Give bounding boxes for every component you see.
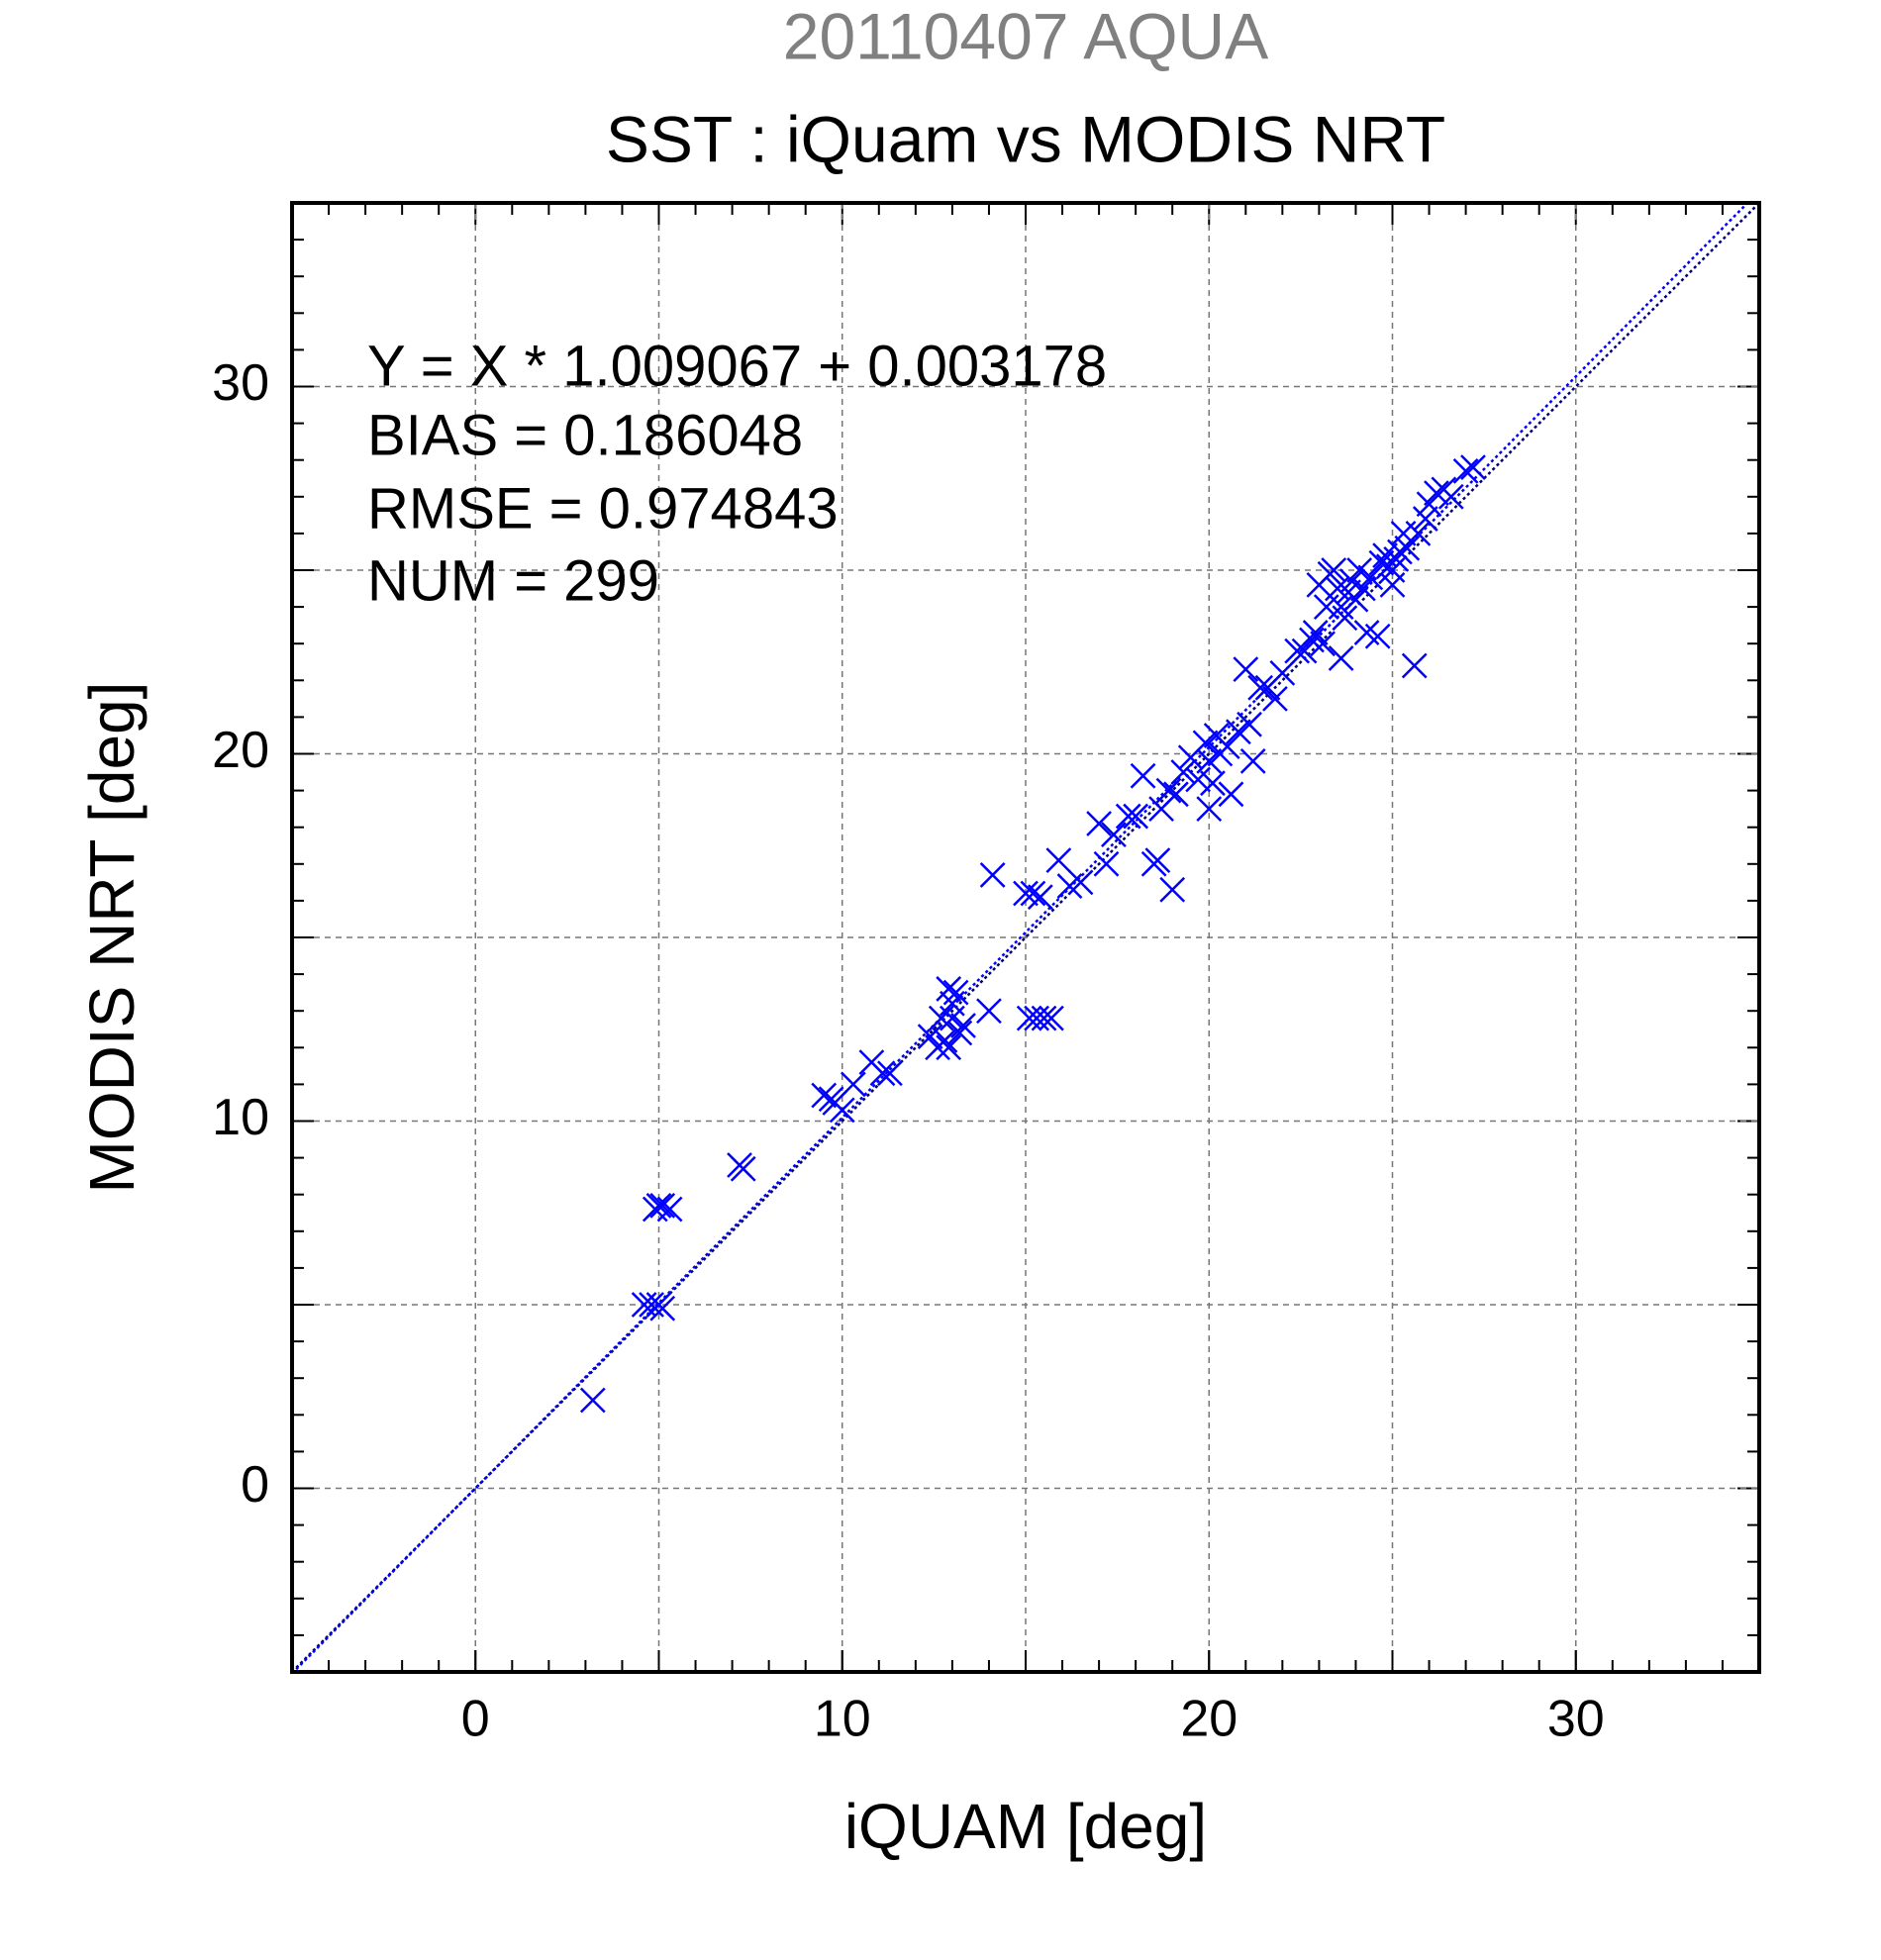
- point: [979, 862, 1006, 888]
- point: [1045, 847, 1072, 873]
- point: [1115, 803, 1141, 830]
- point: [811, 1082, 838, 1109]
- point: [1214, 734, 1240, 759]
- point: [869, 1060, 896, 1087]
- y-tick-label: 20: [212, 722, 269, 779]
- point: [1372, 542, 1398, 569]
- point: [936, 976, 962, 1002]
- point: [1262, 685, 1288, 712]
- point: [1144, 847, 1171, 873]
- point: [1401, 652, 1428, 679]
- point: [950, 1013, 976, 1038]
- point: [1067, 869, 1094, 896]
- point: [649, 1295, 676, 1322]
- point: [1291, 637, 1318, 664]
- x-tick-label: 20: [1180, 1691, 1238, 1748]
- point: [1394, 535, 1421, 561]
- point: [1196, 748, 1223, 774]
- point: [976, 998, 1002, 1025]
- point: [1452, 457, 1479, 484]
- point: [1328, 645, 1354, 671]
- point: [1349, 575, 1376, 602]
- point: [928, 1005, 954, 1031]
- point: [1239, 748, 1266, 774]
- point: [946, 1020, 973, 1046]
- point: [1093, 850, 1120, 877]
- x-tick-label: 10: [814, 1691, 871, 1748]
- point: [1013, 880, 1039, 907]
- point: [1269, 659, 1296, 686]
- point: [1424, 480, 1449, 506]
- point: [579, 1387, 606, 1414]
- point: [940, 1005, 965, 1031]
- point: [1039, 1005, 1064, 1031]
- point: [1101, 822, 1127, 848]
- chart-subtitle: SST : iQuam vs MODIS NRT: [606, 102, 1445, 175]
- point: [1170, 759, 1197, 785]
- y-tick-label: 0: [241, 1456, 269, 1514]
- point: [1310, 631, 1336, 657]
- y-tick-label: 10: [212, 1089, 269, 1146]
- annotation: BIAS = 0.186048: [367, 403, 803, 467]
- point: [1460, 454, 1486, 481]
- x-axis-label: iQUAM [deg]: [844, 1791, 1207, 1862]
- annotation: Y = X * 1.009067 + 0.003178: [367, 334, 1107, 398]
- point: [1159, 876, 1186, 903]
- point: [1313, 594, 1339, 620]
- point: [1379, 557, 1406, 583]
- point: [1302, 620, 1329, 645]
- point: [1237, 711, 1262, 737]
- point: [1163, 781, 1189, 808]
- point: [1130, 762, 1156, 789]
- point: [645, 1192, 672, 1219]
- point: [1027, 884, 1053, 911]
- point: [1412, 506, 1438, 532]
- annotation: NUM = 299: [367, 548, 659, 613]
- point: [1155, 777, 1182, 804]
- point: [1342, 586, 1369, 613]
- annotation: RMSE = 0.974843: [367, 476, 839, 540]
- chart-title: 20110407 AQUA: [783, 0, 1269, 72]
- point: [917, 1024, 943, 1050]
- point: [1196, 796, 1223, 823]
- point: [730, 1155, 756, 1182]
- point: [1226, 719, 1251, 745]
- point: [942, 979, 969, 1006]
- y-tick-label: 30: [212, 354, 269, 412]
- point: [1123, 803, 1149, 830]
- point: [1357, 564, 1384, 591]
- plot-area: [292, 203, 1759, 1672]
- point: [840, 1071, 866, 1098]
- point: [1020, 880, 1046, 907]
- y-axis-label: MODIS NRT [deg]: [76, 682, 148, 1194]
- x-tick-label: 30: [1547, 1691, 1605, 1748]
- point: [1031, 1005, 1057, 1031]
- point: [1437, 483, 1464, 510]
- point: [1368, 549, 1395, 576]
- point: [818, 1086, 844, 1113]
- point: [1200, 770, 1226, 797]
- point: [936, 1034, 962, 1061]
- point: [1086, 811, 1112, 836]
- plot-frame: [290, 201, 1761, 1674]
- point: [1247, 674, 1274, 701]
- point: [1218, 781, 1244, 808]
- point: [932, 1027, 958, 1053]
- point: [877, 1060, 903, 1087]
- point: [1185, 766, 1212, 793]
- point: [1332, 605, 1358, 632]
- point: [1364, 623, 1391, 649]
- x-tick-label: 0: [461, 1691, 490, 1748]
- point: [649, 1192, 676, 1219]
- point: [1405, 521, 1432, 546]
- point: [1233, 656, 1259, 683]
